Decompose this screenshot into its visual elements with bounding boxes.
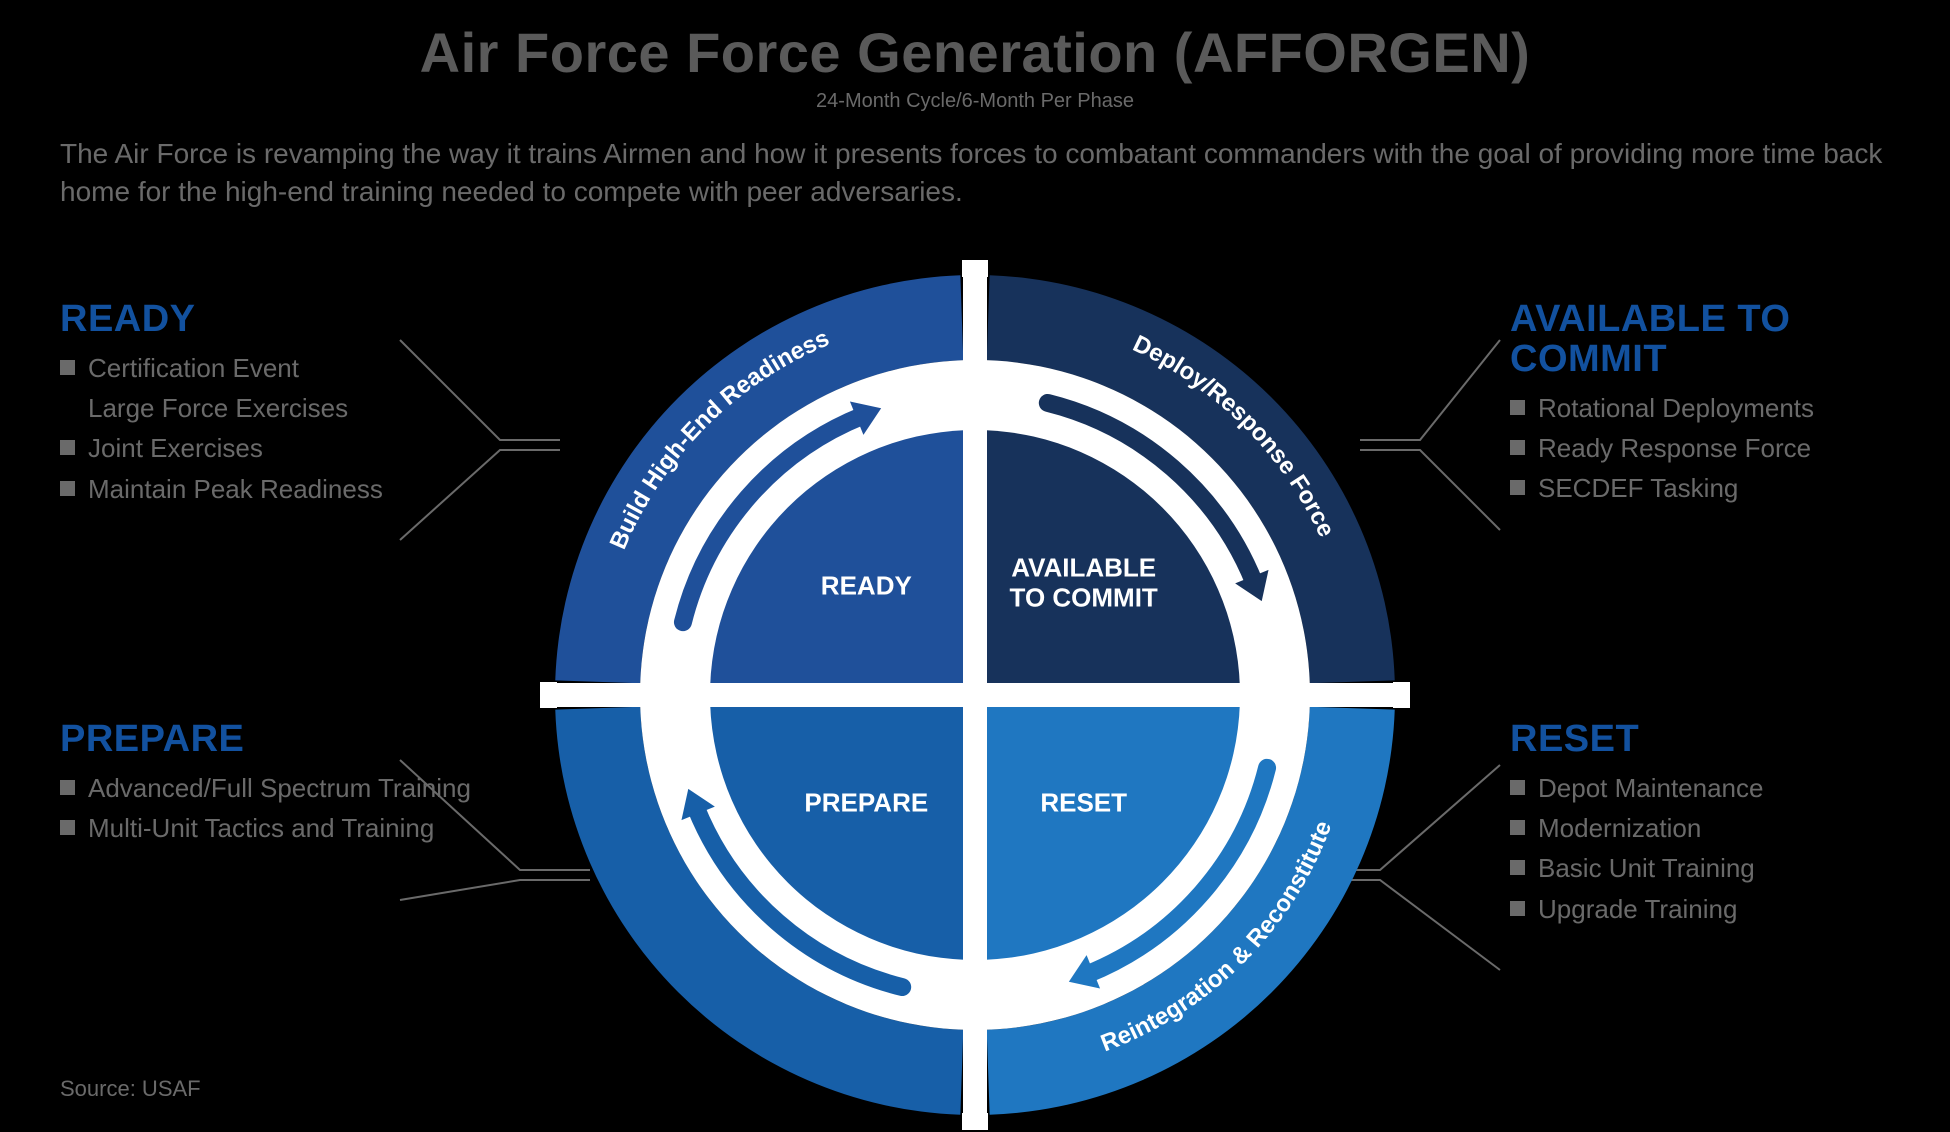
inner-label-available: AVAILABLE: [1011, 552, 1156, 582]
info-reset: RESET Depot MaintenanceModernizationBasi…: [1510, 720, 1940, 929]
info-prepare-list: Advanced/Full Spectrum TrainingMulti-Uni…: [60, 768, 480, 849]
cycle-svg: READYAVAILABLETO COMMITRESETPREPAREBuild…: [540, 260, 1410, 1130]
intro-text: The Air Force is revamping the way it tr…: [60, 135, 1890, 211]
inner-label-reset: RESET: [1040, 788, 1127, 818]
info-ready-heading: READY: [60, 300, 480, 340]
list-item: Advanced/Full Spectrum Training: [60, 768, 480, 808]
info-available: AVAILABLE TO COMMIT Rotational Deploymen…: [1510, 300, 1940, 509]
gap-horizontal: [550, 683, 1400, 707]
info-prepare-heading: PREPARE: [60, 720, 480, 760]
inner-label-prepare: PREPARE: [804, 788, 928, 818]
info-reset-heading: RESET: [1510, 720, 1940, 760]
page-title: Air Force Force Generation (AFFORGEN): [0, 20, 1950, 85]
list-item: Modernization: [1510, 808, 1940, 848]
list-item: SECDEF Tasking: [1510, 468, 1940, 508]
info-prepare: PREPARE Advanced/Full Spectrum TrainingM…: [60, 720, 480, 848]
list-item: Joint Exercises: [60, 428, 480, 468]
info-ready: READY Certification EventLarge Force Exe…: [60, 300, 480, 509]
inner-label-ready: READY: [821, 570, 912, 600]
list-item: Maintain Peak Readiness: [60, 469, 480, 509]
page: Air Force Force Generation (AFFORGEN) 24…: [0, 0, 1950, 1132]
list-item: Basic Unit Training: [1510, 848, 1940, 888]
info-available-heading: AVAILABLE TO COMMIT: [1510, 300, 1940, 380]
info-available-list: Rotational DeploymentsReady Response For…: [1510, 388, 1940, 509]
inner-label-available-2: TO COMMIT: [1010, 582, 1158, 612]
cycle-diagram: READYAVAILABLETO COMMITRESETPREPAREBuild…: [540, 260, 1410, 1130]
info-reset-list: Depot MaintenanceModernizationBasic Unit…: [1510, 768, 1940, 929]
list-item: Multi-Unit Tactics and Training: [60, 808, 480, 848]
list-item: Depot Maintenance: [1510, 768, 1940, 808]
list-item: Certification Event: [60, 348, 480, 388]
page-subtitle: 24-Month Cycle/6-Month Per Phase: [0, 90, 1950, 113]
list-item: Upgrade Training: [1510, 889, 1940, 929]
source-text: Source: USAF: [60, 1076, 201, 1102]
list-item: Rotational Deployments: [1510, 388, 1940, 428]
list-item: Large Force Exercises: [60, 388, 480, 428]
list-item: Ready Response Force: [1510, 428, 1940, 468]
info-ready-list: Certification EventLarge Force Exercises…: [60, 348, 480, 509]
